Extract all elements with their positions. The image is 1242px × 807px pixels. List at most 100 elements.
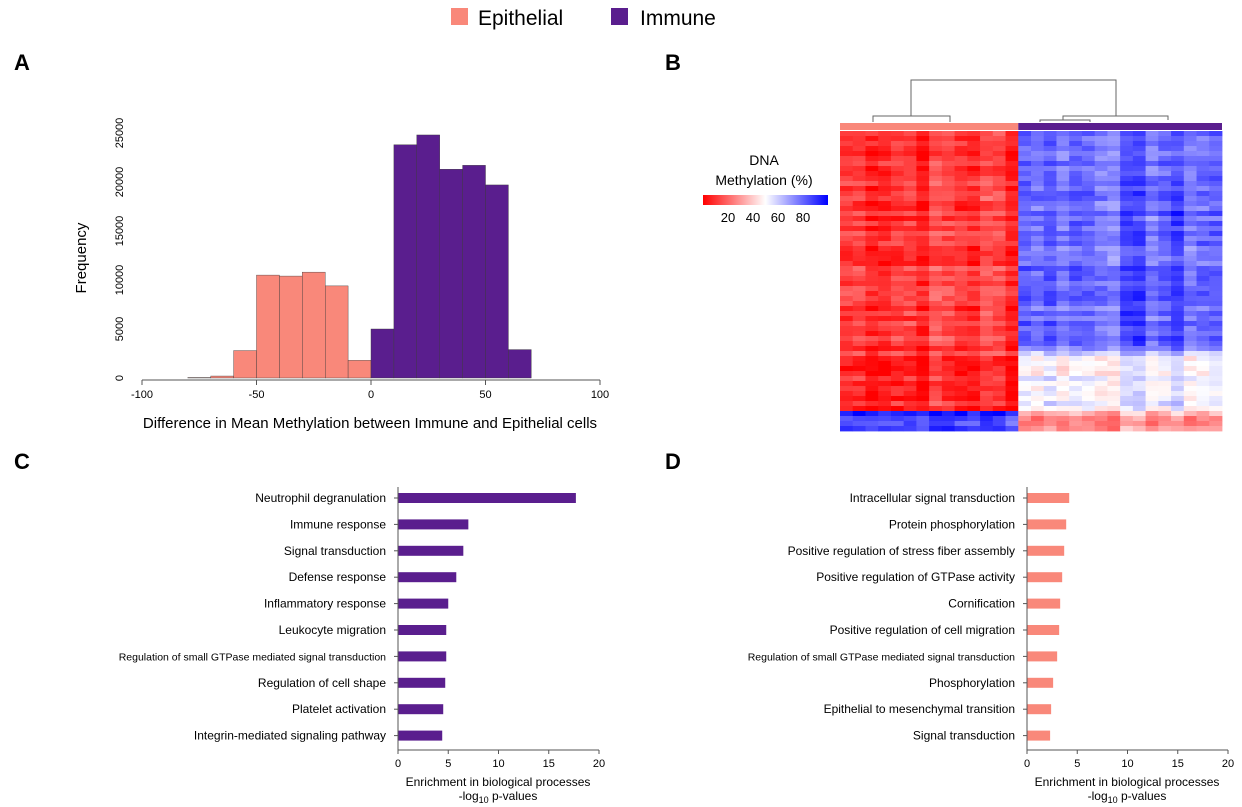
heatmap-cell xyxy=(1031,351,1045,357)
heatmap-cell xyxy=(1183,326,1197,332)
heatmap-cell xyxy=(878,271,892,277)
colorbar-ticks: 20 40 60 80 xyxy=(721,210,810,225)
heatmap-cell xyxy=(1043,186,1057,192)
heatmap-cell xyxy=(1196,426,1210,432)
heatmap-cell xyxy=(1107,356,1121,362)
heatmap-cell xyxy=(1209,316,1223,322)
heatmap-cell xyxy=(865,356,879,362)
heatmap-cell xyxy=(1120,171,1134,177)
heatmap-cell xyxy=(1145,411,1159,417)
heatmap-cell xyxy=(903,206,917,212)
heatmap-cell xyxy=(1209,276,1223,282)
heatmap-cell xyxy=(1069,226,1083,232)
heatmap-cell xyxy=(1018,226,1032,232)
heatmap-cell xyxy=(1031,371,1045,377)
heatmap-cell xyxy=(1081,186,1096,192)
heatmap-cell xyxy=(1081,291,1096,297)
heatmap-cell xyxy=(840,416,854,422)
heatmap-cell xyxy=(1069,261,1083,267)
heatmap-cell xyxy=(1145,331,1159,337)
heatmap-cell xyxy=(1081,191,1096,197)
heatmap-cell xyxy=(1043,166,1057,172)
heatmap-cell xyxy=(1158,426,1172,432)
heatmap-cell xyxy=(1005,296,1019,302)
heatmap-cell xyxy=(890,236,905,242)
heatmap-cell xyxy=(1031,171,1045,177)
heatmap-cell xyxy=(865,386,879,392)
heatmap-cell xyxy=(1196,371,1210,377)
heatmap-cell xyxy=(1018,271,1032,277)
heatmap-cell xyxy=(916,331,930,337)
heatmap-cell xyxy=(1107,391,1121,397)
heatmap-cell xyxy=(1018,421,1032,427)
heatmap-cell xyxy=(1069,396,1083,402)
legend-label-immune: Immune xyxy=(640,7,716,30)
heatmap-cell xyxy=(1196,216,1210,222)
heatmap-cell xyxy=(1107,396,1121,402)
heatmap-cell xyxy=(1069,296,1083,302)
heatmap-cell xyxy=(1145,196,1159,202)
heatmap-cell xyxy=(865,381,879,387)
heatmap-cell xyxy=(1056,401,1070,407)
heatmap-cell xyxy=(992,221,1006,227)
heatmap-cell xyxy=(852,346,866,352)
heatmap-cell xyxy=(840,266,854,272)
heatmap-cell xyxy=(865,151,879,157)
heatmap-cell xyxy=(967,191,981,197)
heatmap-cell xyxy=(1132,311,1146,317)
heatmap-cell xyxy=(1094,281,1108,287)
heatmap-cell xyxy=(954,326,968,332)
heatmap-cell xyxy=(1005,246,1019,252)
heatmap-cell xyxy=(1196,151,1210,157)
heatmap-cell xyxy=(916,286,930,292)
heatmap-cell xyxy=(903,356,917,362)
panel-label-d: D xyxy=(665,449,681,474)
heatmap-cell xyxy=(941,266,955,272)
heatmap-cell xyxy=(980,356,994,362)
heatmap-cell xyxy=(1005,351,1019,357)
heatmap-cell xyxy=(852,191,866,197)
heatmap-cell xyxy=(1081,336,1096,342)
heatmap-cell xyxy=(1069,221,1083,227)
heatmap-cell xyxy=(852,376,866,382)
heatmap-cell xyxy=(1158,311,1172,317)
heatmap-cell xyxy=(1209,256,1223,262)
heatmap-cell xyxy=(954,186,968,192)
heatmap-cell xyxy=(1005,406,1019,412)
heatmap-cell xyxy=(1171,241,1185,247)
heatmap-cell xyxy=(1132,406,1146,412)
heatmap-cell xyxy=(865,136,879,142)
heatmap-cell xyxy=(1081,166,1096,172)
x-axis-ticks: 0 5 10 15 20 xyxy=(395,750,605,770)
heatmap-cell xyxy=(1120,296,1134,302)
heatmap-cell xyxy=(1056,396,1070,402)
heatmap-cell xyxy=(916,196,930,202)
heatmap-cell xyxy=(1018,236,1032,242)
heatmap-cell xyxy=(954,411,968,417)
heatmap-cell xyxy=(890,371,905,377)
heatmap-cell xyxy=(903,231,917,237)
heatmap-cell xyxy=(1107,401,1121,407)
heatmap-cell xyxy=(1171,341,1185,347)
heatmap-cell xyxy=(1120,266,1134,272)
heatmap-cell xyxy=(992,321,1006,327)
heatmap-cell xyxy=(1094,211,1108,217)
heatmap-cell xyxy=(1018,291,1032,297)
heatmap-cell xyxy=(1171,271,1185,277)
heatmap-cell xyxy=(1107,211,1121,217)
heatmap-cell xyxy=(954,246,968,252)
heatmap-cell xyxy=(941,426,955,432)
heatmap-cell xyxy=(890,166,905,172)
heatmap-cell xyxy=(1183,141,1197,147)
heatmap-cell xyxy=(1069,346,1083,352)
heatmap-cell xyxy=(1031,336,1045,342)
heatmap-cell xyxy=(903,421,917,427)
heatmap-cell xyxy=(852,246,866,252)
heatmap-cell xyxy=(916,296,930,302)
heatmap-cell xyxy=(1132,151,1146,157)
heatmap-cell xyxy=(1056,416,1070,422)
heatmap-cell xyxy=(1018,356,1032,362)
heatmap-cell xyxy=(1031,391,1045,397)
heatmap-cell xyxy=(992,271,1006,277)
